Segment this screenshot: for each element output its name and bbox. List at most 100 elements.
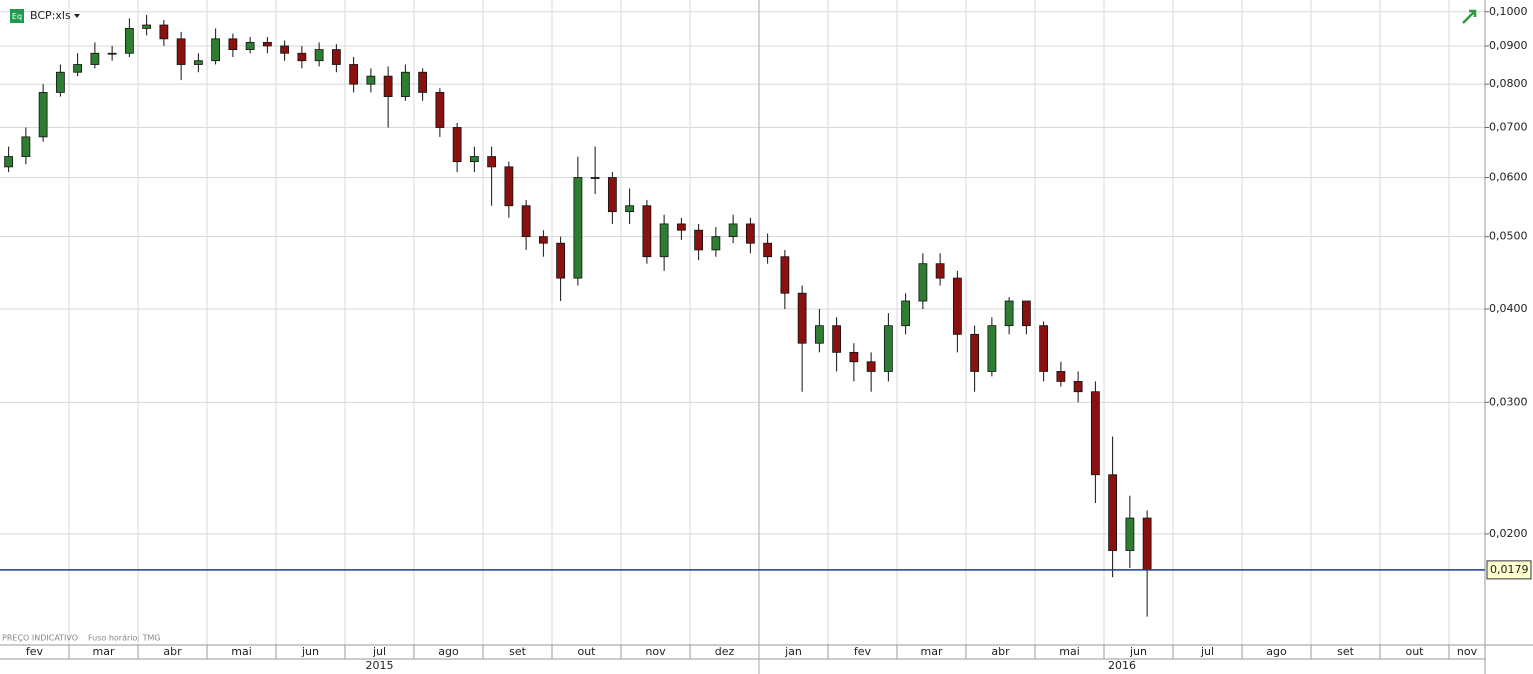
timezone-note: Fuso horário: TMG [88, 634, 161, 643]
y-tick-label: 0,0400 [1489, 302, 1528, 315]
candle-body [780, 256, 790, 294]
candle-body [728, 223, 738, 238]
candle-body [262, 41, 272, 47]
candle-body [418, 71, 428, 93]
x-tick-label: jul [1200, 645, 1214, 658]
candle-body [1108, 474, 1118, 551]
candle-body [970, 333, 980, 372]
candle-body [814, 325, 824, 344]
x-tick-label: ago [438, 645, 459, 658]
candle-body [866, 361, 876, 372]
candle-body [1142, 517, 1152, 571]
candle-body [1039, 325, 1049, 372]
candle-body [694, 229, 704, 251]
last-price-box [1486, 560, 1532, 580]
candle-body [297, 52, 307, 62]
candle-body [159, 24, 169, 40]
candle-body [642, 205, 652, 258]
candle-body [883, 325, 893, 372]
y-tick-label: 0,0600 [1489, 171, 1528, 184]
x-tick-label: set [1337, 645, 1354, 658]
candle-body [211, 38, 221, 62]
y-tick-label: 0,1000 [1489, 5, 1528, 18]
x-tick-label: ago [1266, 645, 1287, 658]
candle-body [797, 292, 807, 344]
equity-icon[interactable] [10, 9, 24, 23]
candle-body [676, 223, 686, 231]
x-tick-label: set [509, 645, 526, 658]
candle-body [124, 28, 134, 54]
candle-body [573, 177, 583, 279]
equity-icon-text: Eq [12, 12, 22, 21]
candle-body [556, 242, 566, 279]
candle-body [383, 75, 393, 97]
dropdown-arrow[interactable] [74, 14, 80, 18]
plot-area [0, 0, 1485, 645]
candle-body [228, 38, 238, 50]
candle-body [280, 45, 290, 54]
candle-body [607, 177, 617, 213]
candle-body [1073, 381, 1083, 393]
candle-body [21, 136, 31, 157]
candle-body [55, 71, 65, 93]
y-tick-label: 0,0700 [1489, 120, 1528, 133]
candle-body [711, 236, 721, 251]
x-tick-label: dez [715, 645, 735, 658]
x-tick-label: nov [645, 645, 666, 658]
candle-body [38, 91, 48, 138]
x-tick-label: abr [163, 645, 182, 658]
candle-body [521, 205, 531, 238]
candle-body [625, 205, 635, 213]
candle-body [935, 263, 945, 279]
x-tick-label: jun [1129, 645, 1147, 658]
candle-body [849, 351, 859, 363]
candle-body [4, 156, 14, 168]
candle-body [435, 91, 445, 128]
last-price-label: 0,0179 [1490, 563, 1529, 576]
x-tick-label: jan [784, 645, 802, 658]
candle-body [918, 263, 928, 302]
candle-body [1004, 300, 1014, 327]
x-tick-label: mai [231, 645, 252, 658]
candle-body [90, 52, 100, 65]
y-tick-label: 0,0300 [1489, 395, 1528, 408]
candle-body [400, 71, 410, 97]
candle-body [349, 64, 359, 85]
candle-body [901, 300, 911, 327]
footer-note: PREÇO INDICATIVO [2, 634, 78, 643]
candle-body [366, 75, 376, 85]
candle-body [1021, 300, 1031, 327]
candle-body [469, 156, 479, 163]
candle-body [952, 277, 962, 335]
candle-body [1056, 371, 1066, 382]
x-tick-label: out [1405, 645, 1424, 658]
instrument-name[interactable]: BCP:xls [30, 9, 71, 22]
y-tick-label: 0,0200 [1489, 527, 1528, 540]
candle-body [504, 166, 514, 207]
candle-body [1125, 517, 1135, 551]
candle-body [452, 127, 462, 163]
candle-body [487, 156, 497, 168]
y-tick-label: 0,0800 [1489, 77, 1528, 90]
x-tick-label: fev [26, 645, 44, 658]
x-tick-label: fev [854, 645, 872, 658]
y-tick-label: 0,0900 [1489, 39, 1528, 52]
candle-body [142, 24, 152, 29]
x-tick-label: jul [372, 645, 386, 658]
trend-icon[interactable] [1462, 9, 1477, 24]
candle-body [193, 60, 203, 65]
x-tick-label: abr [991, 645, 1010, 658]
candle-body [763, 242, 773, 258]
candle-body [832, 325, 842, 353]
candle-body [73, 64, 83, 73]
candle-body [245, 41, 255, 50]
candle-body [745, 223, 755, 244]
candle-body [107, 52, 117, 55]
candle-body [331, 49, 341, 65]
x-tick-label: jun [301, 645, 319, 658]
y-tick-label: 0,0500 [1489, 230, 1528, 243]
x-tick-label: out [577, 645, 596, 658]
candle-body [176, 38, 186, 65]
